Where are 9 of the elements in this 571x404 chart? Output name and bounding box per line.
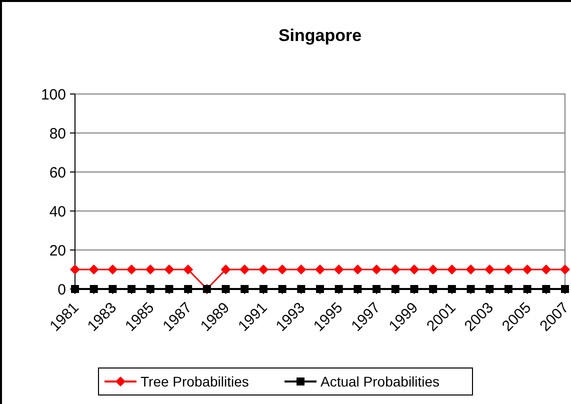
y-tick-label: 60	[49, 164, 66, 182]
y-tick-label: 80	[49, 125, 66, 142]
legend-label: Tree Probabilities	[140, 373, 249, 390]
chart-title: Singapore	[278, 26, 362, 45]
y-tick-label: 100	[40, 86, 66, 104]
y-tick-label: 40	[49, 203, 66, 220]
legend-label: Actual Probabilities	[320, 373, 440, 390]
y-tick-label: 20	[49, 242, 66, 260]
y-tick-label: 0	[58, 281, 66, 298]
